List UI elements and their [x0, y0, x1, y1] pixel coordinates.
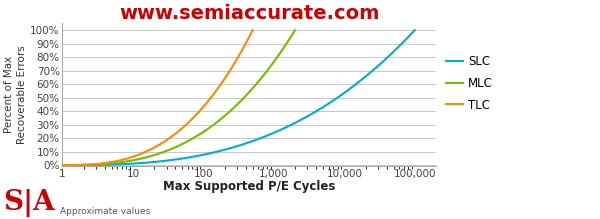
TLC	[249, 29, 256, 31]
Line: TLC: TLC	[62, 30, 253, 165]
SLC	[411, 29, 418, 31]
SLC	[214, 150, 221, 153]
Line: SLC: SLC	[62, 30, 415, 165]
MLC	[292, 29, 299, 31]
MLC	[153, 153, 160, 156]
MLC	[83, 164, 90, 166]
TLC	[207, 97, 214, 99]
MLC	[244, 92, 251, 95]
Title: www.semiaccurate.com: www.semiaccurate.com	[119, 4, 379, 23]
SLC	[95, 164, 102, 166]
Text: S|A: S|A	[3, 189, 55, 217]
TLC	[211, 92, 218, 95]
TLC	[59, 164, 66, 166]
Legend: SLC, MLC, TLC: SLC, MLC, TLC	[446, 55, 493, 111]
Line: MLC: MLC	[62, 30, 295, 165]
TLC	[78, 164, 85, 166]
MLC	[218, 117, 226, 119]
MLC	[161, 150, 169, 153]
Y-axis label: Percent of Max
Recoverable Errors: Percent of Max Recoverable Errors	[4, 45, 28, 144]
TLC	[143, 150, 150, 153]
Text: Approximate values: Approximate values	[60, 207, 150, 216]
SLC	[340, 92, 347, 95]
TLC	[190, 117, 197, 119]
SLC	[202, 153, 209, 156]
SLC	[301, 117, 308, 119]
MLC	[240, 97, 247, 99]
TLC	[136, 153, 143, 156]
SLC	[334, 97, 341, 99]
X-axis label: Max Supported P/E Cycles: Max Supported P/E Cycles	[163, 180, 335, 193]
MLC	[59, 164, 66, 166]
SLC	[59, 164, 66, 166]
